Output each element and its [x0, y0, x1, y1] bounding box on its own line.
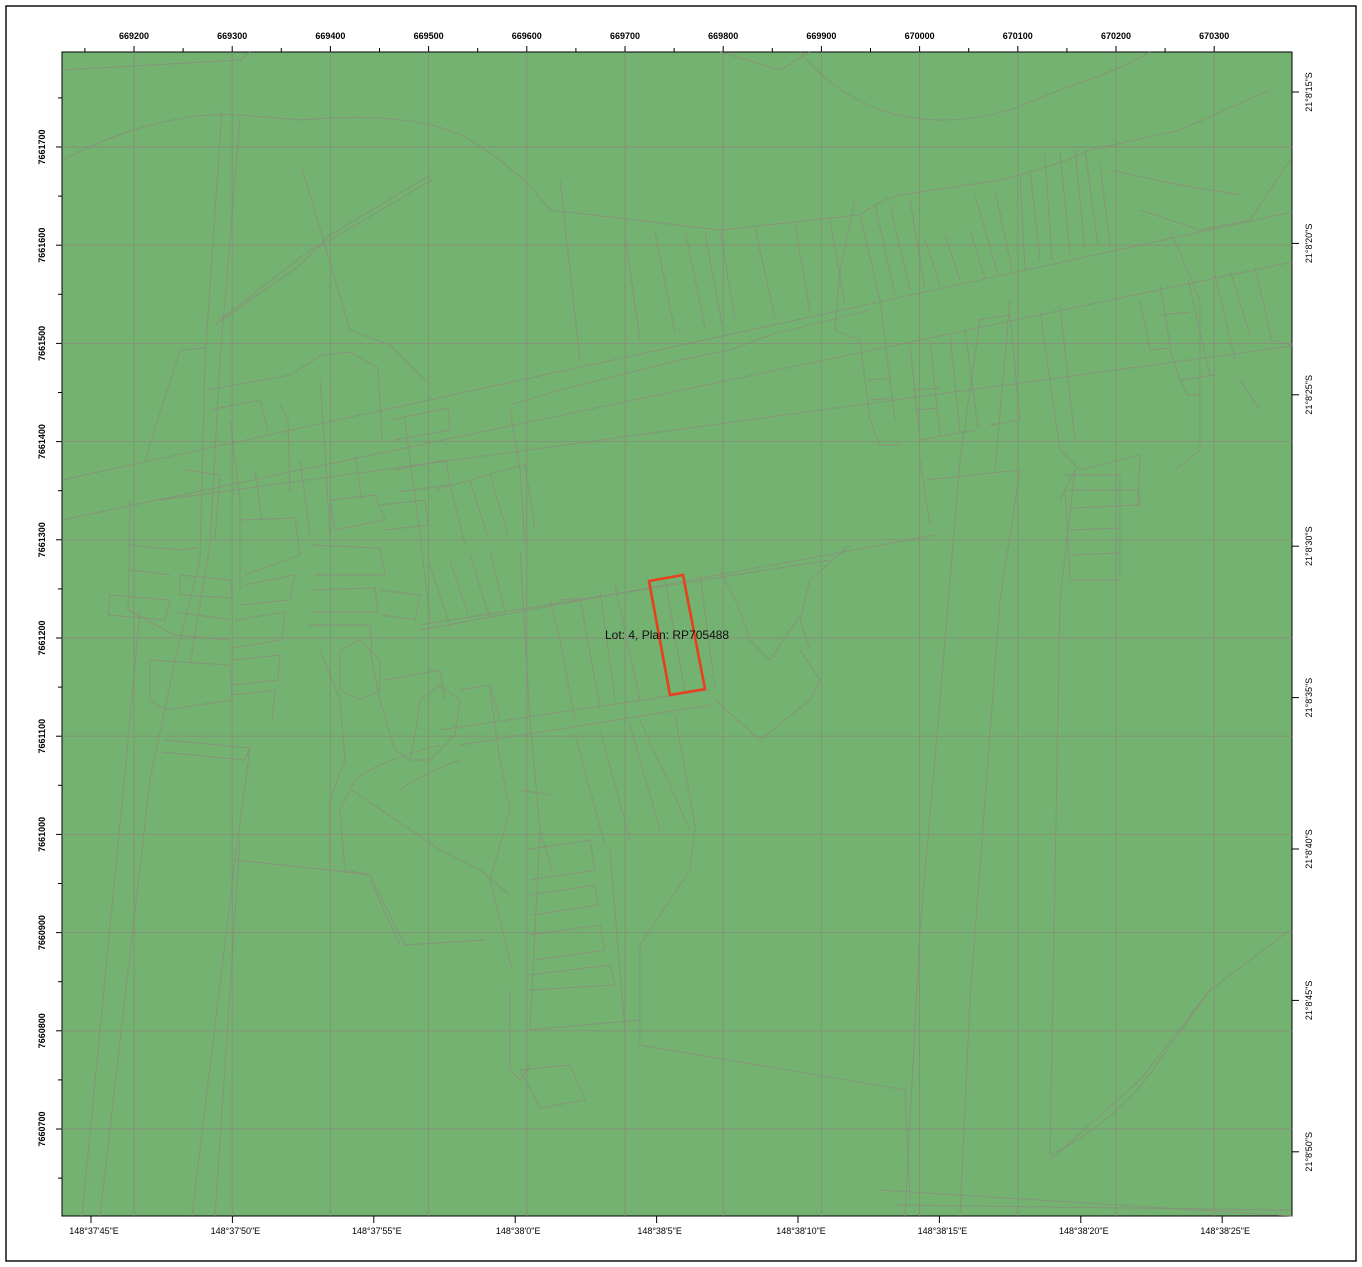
easting-label: 669900 [806, 31, 836, 41]
lot-label: Lot: 4, Plan: RP705488 [605, 628, 729, 642]
northing-label: 7661100 [37, 719, 47, 754]
latitude-label: 21°8'20"S [1304, 224, 1314, 264]
longitude-label: 148°38'25"E [1200, 1226, 1250, 1236]
latitude-label: 21°8'35"S [1304, 678, 1314, 718]
latitude-label: 21°8'40"S [1304, 829, 1314, 869]
northing-label: 7661200 [37, 620, 47, 655]
longitude-label: 148°38'15"E [918, 1226, 968, 1236]
latitude-label: 21°8'45"S [1304, 981, 1314, 1021]
latitude-label: 21°8'15"S [1304, 72, 1314, 112]
easting-label: 670200 [1101, 31, 1131, 41]
easting-label: 670100 [1003, 31, 1033, 41]
northing-label: 7660900 [37, 915, 47, 950]
longitude-label: 148°37'50"E [211, 1226, 261, 1236]
northing-label: 7660800 [37, 1013, 47, 1048]
longitude-label: 148°38'10"E [776, 1226, 826, 1236]
easting-label: 669200 [119, 31, 149, 41]
highlighted-lot-outline[interactable] [647, 573, 707, 697]
axis-labels: 669200 669300 669400 669500 669600 669700 6698… [37, 31, 1314, 1236]
longitude-label: 148°37'45"E [69, 1226, 119, 1236]
longitude-label: 148°38'20"E [1059, 1226, 1109, 1236]
easting-label: 670300 [1199, 31, 1229, 41]
northing-label: 7661500 [37, 326, 47, 361]
northing-label: 7661600 [37, 228, 47, 263]
easting-label: 670000 [905, 31, 935, 41]
map-area[interactable] [61, 51, 1293, 1217]
northing-label: 7661700 [37, 129, 47, 164]
northing-label: 7660700 [37, 1111, 47, 1146]
longitude-label: 148°38'5"E [637, 1226, 682, 1236]
northing-label: 7661400 [37, 424, 47, 459]
axis-ticks [56, 46, 1299, 1223]
latitude-label: 21°8'50"S [1304, 1132, 1314, 1172]
longitude-label: 148°38'0"E [496, 1226, 541, 1236]
easting-label: 669800 [708, 31, 738, 41]
longitude-label: 148°37'55"E [352, 1226, 402, 1236]
northing-label: 7661000 [37, 817, 47, 852]
easting-label: 669300 [217, 31, 247, 41]
latitude-label: 21°8'30"S [1304, 526, 1314, 566]
northing-label: 7661300 [37, 522, 47, 557]
easting-label: 669400 [315, 31, 345, 41]
easting-label: 669600 [512, 31, 542, 41]
easting-label: 669700 [610, 31, 640, 41]
utm-grid [62, 52, 1292, 1216]
outer-frame [5, 5, 1357, 1262]
cadastral-parcels [61, 51, 1293, 1217]
easting-label: 669500 [414, 31, 444, 41]
latitude-label: 21°8'25"S [1304, 375, 1314, 415]
